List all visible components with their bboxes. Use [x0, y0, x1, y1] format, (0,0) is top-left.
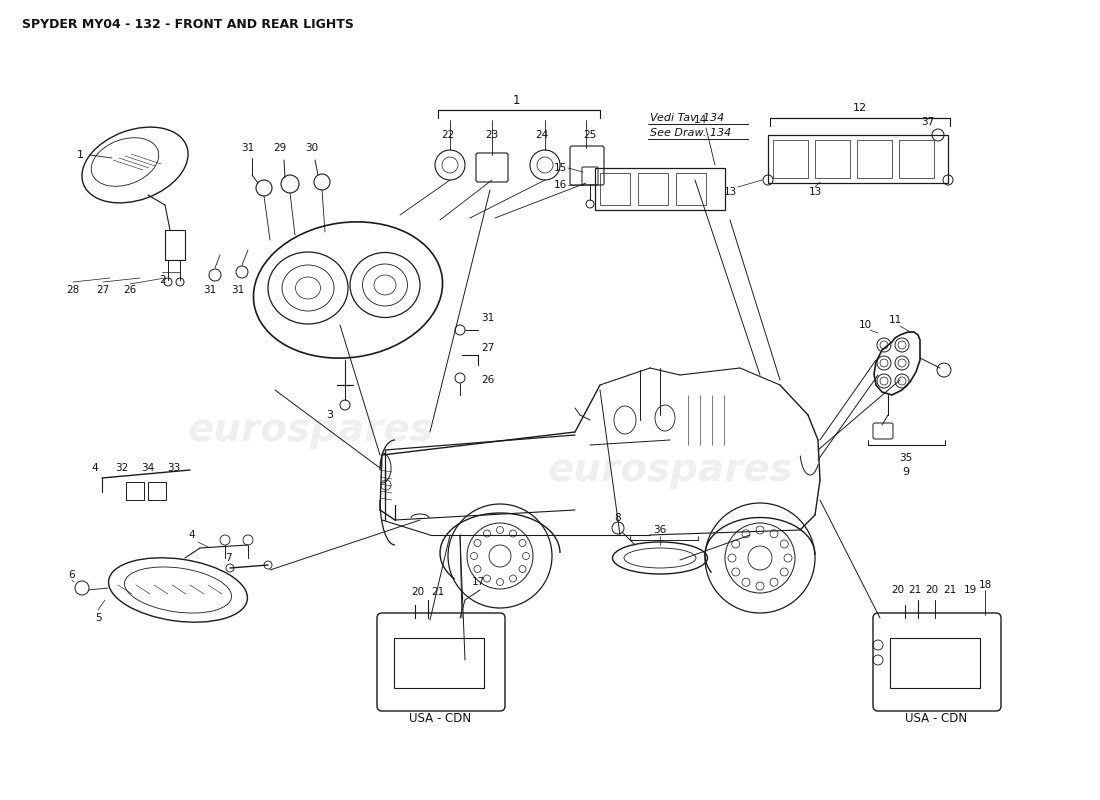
Text: 28: 28	[66, 285, 79, 295]
Text: 19: 19	[964, 585, 977, 595]
Text: eurospares: eurospares	[187, 411, 433, 449]
Text: 17: 17	[472, 577, 485, 587]
Text: 8: 8	[615, 513, 622, 523]
Text: USA - CDN: USA - CDN	[905, 711, 967, 725]
Text: 1: 1	[77, 150, 84, 160]
Bar	[768, 135, 948, 183]
Text: Vedi Tav. 134: Vedi Tav. 134	[650, 113, 724, 123]
Text: 37: 37	[922, 117, 935, 127]
Bar	[600, 173, 630, 205]
Text: 24: 24	[536, 130, 549, 140]
Bar	[899, 140, 934, 178]
Text: 3: 3	[327, 410, 333, 420]
Text: 9: 9	[902, 467, 910, 477]
Text: eurospares: eurospares	[547, 451, 793, 489]
Text: 1: 1	[513, 94, 519, 106]
Text: 10: 10	[858, 320, 871, 330]
Text: 11: 11	[889, 315, 902, 325]
Text: 31: 31	[241, 143, 254, 153]
Text: 25: 25	[583, 130, 596, 140]
Text: 32: 32	[116, 463, 129, 473]
Text: 13: 13	[808, 187, 822, 197]
Text: 4: 4	[91, 463, 98, 473]
Text: 36: 36	[653, 525, 667, 535]
Text: 31: 31	[231, 285, 244, 295]
Text: 21: 21	[909, 585, 922, 595]
Text: 30: 30	[306, 143, 319, 153]
Text: 20: 20	[891, 585, 904, 595]
Text: 23: 23	[485, 130, 498, 140]
Text: 33: 33	[167, 463, 180, 473]
Text: 7: 7	[224, 553, 231, 563]
Bar	[857, 140, 892, 178]
Text: 35: 35	[900, 453, 913, 463]
Text: 21: 21	[431, 587, 444, 597]
Text: 6: 6	[68, 570, 75, 580]
Text: 21: 21	[944, 585, 957, 595]
Text: 12: 12	[852, 103, 867, 113]
Text: 27: 27	[97, 285, 110, 295]
Text: 31: 31	[204, 285, 217, 295]
Text: 31: 31	[482, 313, 495, 323]
Text: 20: 20	[411, 587, 425, 597]
Text: 2: 2	[160, 275, 166, 285]
Text: 4: 4	[189, 530, 196, 540]
Bar	[638, 173, 668, 205]
Text: SPYDER MY04 - 132 - FRONT AND REAR LIGHTS: SPYDER MY04 - 132 - FRONT AND REAR LIGHT…	[22, 18, 354, 31]
Bar	[126, 482, 144, 500]
Bar	[773, 140, 808, 178]
Bar	[815, 140, 850, 178]
Text: 34: 34	[142, 463, 155, 473]
Text: 26: 26	[123, 285, 136, 295]
Text: USA - CDN: USA - CDN	[409, 711, 471, 725]
Text: See Draw. 134: See Draw. 134	[650, 128, 732, 138]
Text: 14: 14	[693, 115, 706, 125]
Bar	[676, 173, 706, 205]
Text: 26: 26	[482, 375, 495, 385]
Text: 5: 5	[95, 613, 101, 623]
Bar	[148, 482, 166, 500]
Text: 13: 13	[724, 187, 737, 197]
Bar	[890, 638, 980, 688]
Text: 16: 16	[553, 180, 566, 190]
Bar	[394, 638, 484, 688]
Text: 20: 20	[925, 585, 938, 595]
Text: 22: 22	[441, 130, 454, 140]
Text: 27: 27	[482, 343, 495, 353]
Text: 29: 29	[274, 143, 287, 153]
Bar	[595, 168, 725, 210]
Text: 18: 18	[978, 580, 991, 590]
Text: 15: 15	[553, 163, 566, 173]
